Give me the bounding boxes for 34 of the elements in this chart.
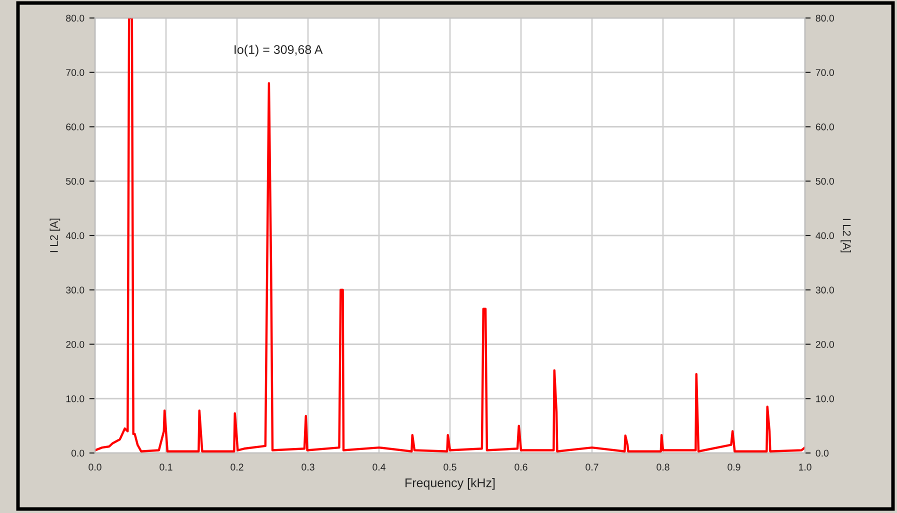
y-tick-label: 40.0 <box>66 232 84 240</box>
x-tick-label: 0.2 <box>230 464 244 471</box>
x-tick-label: 1.0 <box>798 464 812 471</box>
y2-tick-label: 20.0 <box>816 340 834 348</box>
y2-axis-title: I L2 [A] <box>840 218 852 252</box>
y2-tick-label: 40.0 <box>816 232 834 240</box>
x-tick-label: 0.8 <box>656 464 670 471</box>
y-tick-label: 0.0 <box>71 450 84 457</box>
y-tick-label: 20.0 <box>66 340 84 348</box>
x-tick-label: 0.4 <box>372 464 386 471</box>
y-tick-label: 30.0 <box>66 286 84 294</box>
y2-tick-label: 80.0 <box>816 14 834 22</box>
y2-tick-label: 10.0 <box>816 395 834 402</box>
y2-tick-label: 50.0 <box>816 178 834 185</box>
y2-tick-label: 60.0 <box>816 123 834 130</box>
x-tick-label: 0.9 <box>728 464 740 471</box>
y-tick-label: 60.0 <box>66 123 84 130</box>
y2-tick-label: 30.0 <box>816 286 834 294</box>
x-tick-label: 0.3 <box>302 464 314 471</box>
y2-tick-label: 0.0 <box>816 450 829 457</box>
x-tick-label: 0.7 <box>586 464 598 471</box>
y-axis-title: I L2 [A] <box>50 218 60 252</box>
x-tick-label: 0.1 <box>160 464 172 471</box>
y-tick-label: 80.0 <box>66 14 84 22</box>
x-tick-label: 0.0 <box>88 464 102 471</box>
y-tick-label: 50.0 <box>66 178 84 185</box>
y-tick-label: 70.0 <box>66 69 84 76</box>
x-tick-label: 0.5 <box>444 464 456 471</box>
line-series <box>95 18 805 452</box>
y2-tick-label: 70.0 <box>816 69 834 76</box>
y-tick-label: 10.0 <box>66 395 84 402</box>
x-axis-title: Frequency [kHz] <box>406 478 495 490</box>
x-tick-label: 0.6 <box>514 464 528 471</box>
annotation: Io(1) = 309,68 A <box>234 44 323 56</box>
